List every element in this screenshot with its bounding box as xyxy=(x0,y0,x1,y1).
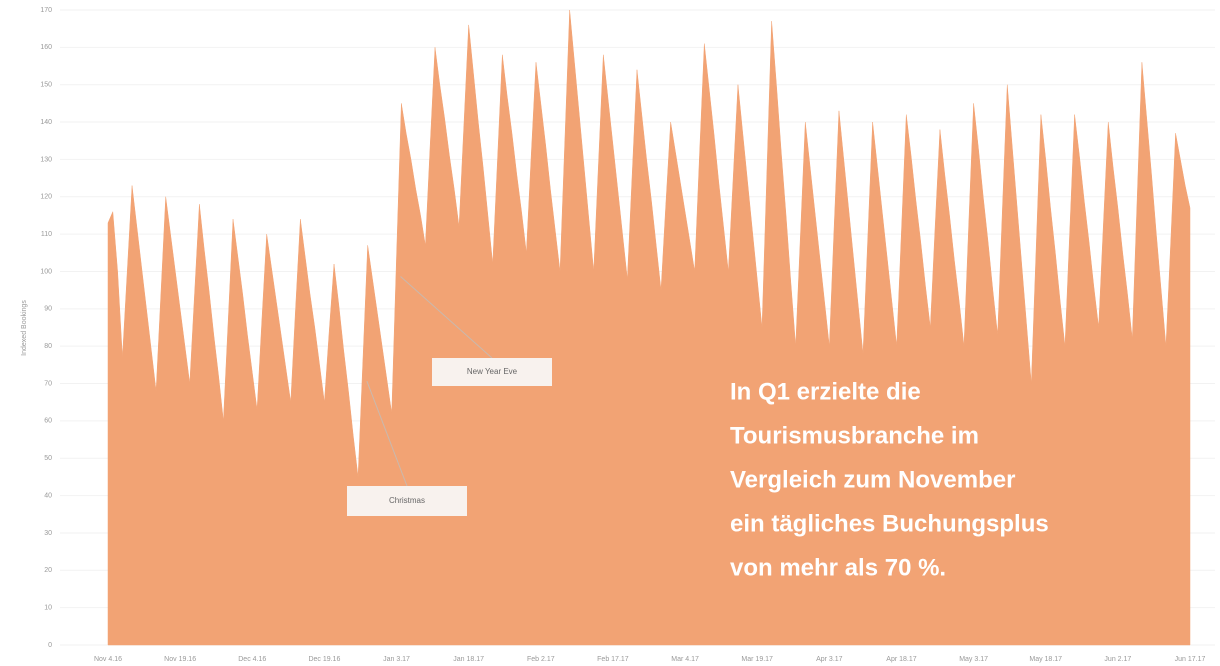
y-tick-label: 100 xyxy=(40,268,52,275)
annotation-box xyxy=(347,486,467,516)
y-tick-label: 170 xyxy=(40,7,52,14)
y-tick-label: 30 xyxy=(44,530,52,537)
x-tick-label: Dec 19.16 xyxy=(308,656,340,663)
x-tick-label: Feb 2.17 xyxy=(527,656,555,663)
y-tick-label: 60 xyxy=(44,418,52,425)
y-tick-label: 40 xyxy=(44,492,52,499)
annotation-text: Christmas xyxy=(389,496,425,505)
y-tick-label: 150 xyxy=(40,82,52,89)
callout-text: In Q1 erzielte die xyxy=(730,378,921,405)
x-tick-label: Mar 19.17 xyxy=(741,656,773,663)
x-tick-label: Dec 4.16 xyxy=(238,656,266,663)
x-tick-label: Nov 4.16 xyxy=(94,656,122,663)
callout-text: Tourismusbranche im xyxy=(730,422,979,449)
y-tick-label: 80 xyxy=(44,343,52,350)
x-tick-label: Jan 18.17 xyxy=(453,656,484,663)
x-tick-label: Nov 19.16 xyxy=(164,656,196,663)
y-tick-label: 120 xyxy=(40,194,52,201)
x-tick-label: Jun 17.17 xyxy=(1175,656,1206,663)
x-tick-label: Jan 3.17 xyxy=(383,656,410,663)
y-tick-label: 130 xyxy=(40,156,52,163)
x-tick-label: Apr 3.17 xyxy=(816,656,843,663)
y-tick-label: 0 xyxy=(48,642,52,649)
x-tick-label: Jun 2.17 xyxy=(1104,656,1131,663)
x-tick-label: May 3.17 xyxy=(959,656,988,663)
y-tick-label: 20 xyxy=(44,567,52,574)
callout-text: von mehr als 70 %. xyxy=(730,554,946,581)
annotation-line xyxy=(366,380,408,487)
x-tick-label: Apr 18.17 xyxy=(886,656,916,663)
annotation-box xyxy=(432,358,552,386)
annotation-line xyxy=(400,276,493,359)
y-tick-label: 10 xyxy=(44,604,52,611)
area xyxy=(107,9,1191,646)
x-tick-label: May 18.17 xyxy=(1029,656,1062,663)
annotation-text: New Year Eve xyxy=(467,367,518,376)
callout-text: ein tägliches Buchungsplus xyxy=(730,510,1049,537)
y-tick-label: 140 xyxy=(40,119,52,126)
y-axis-label: Indexed Bookings xyxy=(21,300,28,356)
y-tick-label: 90 xyxy=(44,306,52,313)
x-tick-label: Mar 4.17 xyxy=(671,656,699,663)
y-tick-label: 110 xyxy=(41,231,52,238)
x-tick-label: Feb 17.17 xyxy=(597,656,629,663)
y-tick-label: 50 xyxy=(44,455,52,462)
y-tick-label: 70 xyxy=(44,380,52,387)
y-tick-label: 160 xyxy=(40,44,52,51)
callout-text: Vergleich zum November xyxy=(730,466,1015,493)
